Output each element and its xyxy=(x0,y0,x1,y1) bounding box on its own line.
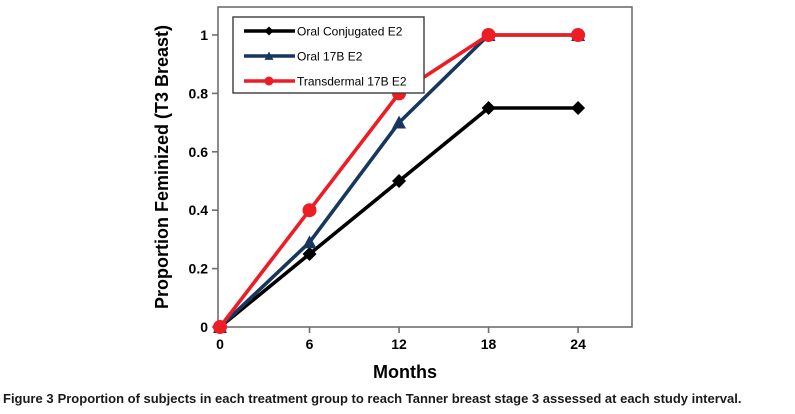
legend-label: Oral Conjugated E2 xyxy=(297,25,403,39)
x-axis-tick-label: 24 xyxy=(570,336,586,352)
line-chart: 0 0.2 0.4 0.6 0.8 1 0 6 12 18 24 Proportion Feminiz… xyxy=(152,6,633,382)
y-axis-title: Proportion Feminized (T3 Breast) xyxy=(152,25,172,309)
marker-oral-conjugated-e2 xyxy=(571,101,586,115)
x-axis-title: Months xyxy=(373,362,437,382)
legend-marker-triangle xyxy=(264,51,274,60)
figure-caption-label: Figure 3 xyxy=(3,391,54,406)
legend xyxy=(232,16,425,94)
x-axis-tick-label: 6 xyxy=(306,336,314,352)
legend-item-transdermal-17b-e2 xyxy=(244,76,295,86)
figure-caption-text: Proportion of subjects in each treatment… xyxy=(57,391,742,406)
legend-item-oral-17b-e2 xyxy=(244,51,295,60)
legend-item-oral-conjugated-e2 xyxy=(244,26,295,36)
marker-transdermal-17b-e2 xyxy=(481,28,496,42)
series-line-oral-conjugated-e2 xyxy=(218,106,579,329)
y-axis-tick-label: 0.4 xyxy=(189,202,209,218)
marker-transdermal-17b-e2 xyxy=(302,203,317,218)
legend-label: Oral 17B E2 xyxy=(297,50,363,64)
series-oral-conjugated-e2 xyxy=(213,101,586,334)
marker-oral-conjugated-e2 xyxy=(481,101,496,115)
x-axis-tick-label: 0 xyxy=(216,336,224,352)
marker-oral-conjugated-e2 xyxy=(302,247,317,261)
x-axis-tick-label: 12 xyxy=(391,336,407,352)
y-axis-tick-label: 1 xyxy=(200,27,208,43)
legend-label: Transdermal 17B E2 xyxy=(297,75,407,89)
marker-oral-17b-e2 xyxy=(302,235,317,249)
legend-marker-diamond xyxy=(264,26,274,36)
marker-oral-17b-e2 xyxy=(392,115,407,129)
figure-caption: Figure 3 Proportion of subjects in each t… xyxy=(3,391,792,406)
marker-transdermal-17b-e2 xyxy=(571,28,586,42)
legend-marker-circle xyxy=(264,76,274,86)
y-axis-tick-label: 0.8 xyxy=(189,85,209,101)
y-axis-tick-label: 0.2 xyxy=(189,261,209,277)
plot-frame xyxy=(217,6,633,328)
marker-transdermal-17b-e2 xyxy=(213,320,227,334)
y-axis-tick-label: 0 xyxy=(200,319,208,335)
y-axis-tick-label: 0.6 xyxy=(189,144,209,160)
marker-oral-conjugated-e2 xyxy=(392,174,407,188)
x-axis-tick-label: 18 xyxy=(481,336,497,352)
